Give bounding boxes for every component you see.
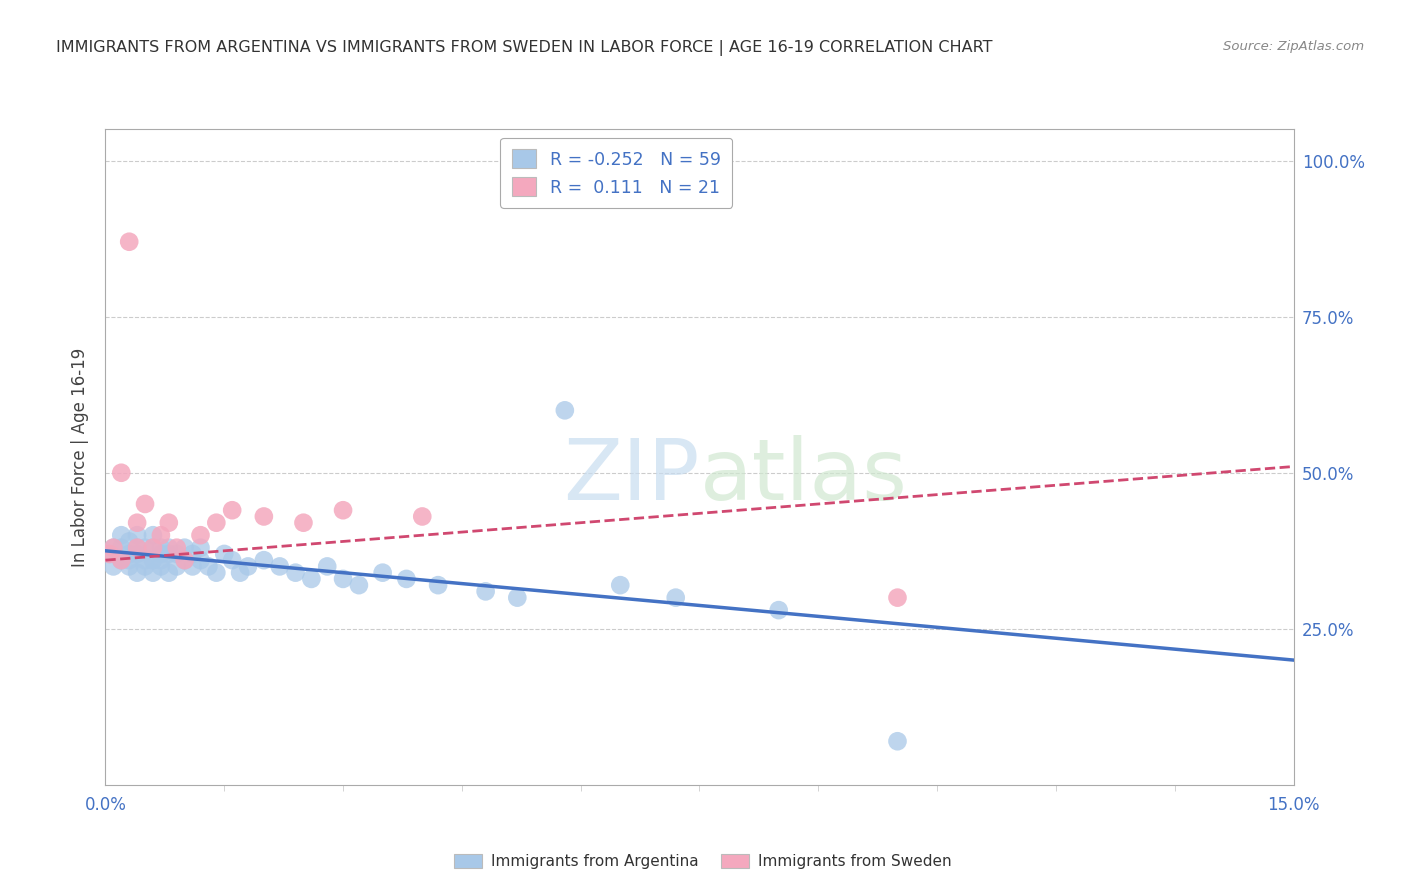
Point [173, 553, 195, 567]
Point [316, 559, 339, 574]
Point [98, 547, 121, 561]
Point [253, 509, 276, 524]
Point [127, 541, 149, 555]
Point [173, 553, 195, 567]
Text: Source: ZipAtlas.com: Source: ZipAtlas.com [1223, 40, 1364, 54]
Text: atlas: atlas [700, 435, 907, 518]
Point [181, 547, 204, 561]
Point [118, 553, 141, 567]
Point [110, 541, 132, 555]
Point [157, 541, 180, 555]
Point [157, 566, 180, 580]
Point [554, 403, 576, 417]
Point [332, 572, 354, 586]
Point [157, 547, 180, 561]
Point [214, 547, 236, 561]
Point [886, 591, 908, 605]
Text: IMMIGRANTS FROM ARGENTINA VS IMMIGRANTS FROM SWEDEN IN LABOR FORCE | AGE 16-19 C: IMMIGRANTS FROM ARGENTINA VS IMMIGRANTS … [56, 40, 993, 56]
Point [118, 547, 141, 561]
Point [205, 516, 228, 530]
Point [506, 591, 529, 605]
Point [371, 566, 394, 580]
Point [665, 591, 688, 605]
Point [149, 541, 172, 555]
Point [98, 547, 121, 561]
Point [395, 572, 418, 586]
Point [347, 578, 370, 592]
Point [149, 559, 172, 574]
Point [886, 734, 908, 748]
Point [427, 578, 450, 592]
Point [149, 553, 172, 567]
Point [221, 503, 243, 517]
Point [103, 559, 125, 574]
Point [142, 528, 165, 542]
Legend: R = -0.252   N = 59, R =  0.111   N = 21: R = -0.252 N = 59, R = 0.111 N = 21 [501, 138, 733, 208]
Point [127, 516, 149, 530]
Point [142, 541, 165, 555]
Point [269, 559, 291, 574]
Y-axis label: In Labor Force | Age 16-19: In Labor Force | Age 16-19 [70, 348, 89, 566]
Point [205, 566, 228, 580]
Point [134, 559, 156, 574]
Point [284, 566, 307, 580]
Point [118, 559, 141, 574]
Point [127, 528, 149, 542]
Point [236, 559, 259, 574]
Point [103, 541, 125, 555]
Point [149, 528, 172, 542]
Point [253, 553, 276, 567]
Point [609, 578, 631, 592]
Point [134, 553, 156, 567]
Point [292, 516, 315, 530]
Point [181, 559, 204, 574]
Point [110, 466, 132, 480]
Point [142, 566, 165, 580]
Point [127, 547, 149, 561]
Point [197, 559, 219, 574]
Point [118, 534, 141, 549]
Point [134, 541, 156, 555]
Point [190, 541, 212, 555]
Point [118, 235, 141, 249]
Point [142, 541, 165, 555]
Point [127, 541, 149, 555]
Point [110, 553, 132, 567]
Point [157, 516, 180, 530]
Point [768, 603, 790, 617]
Point [127, 566, 149, 580]
Point [474, 584, 496, 599]
Point [166, 541, 188, 555]
Point [166, 559, 188, 574]
Point [411, 509, 433, 524]
Point [221, 553, 243, 567]
Point [134, 497, 156, 511]
Point [190, 528, 212, 542]
Point [142, 553, 165, 567]
Point [110, 528, 132, 542]
Point [103, 541, 125, 555]
Point [229, 566, 252, 580]
Point [332, 503, 354, 517]
Text: ZIP: ZIP [562, 435, 700, 518]
Point [173, 541, 195, 555]
Point [166, 547, 188, 561]
Point [299, 572, 322, 586]
Point [110, 553, 132, 567]
Legend: Immigrants from Argentina, Immigrants from Sweden: Immigrants from Argentina, Immigrants fr… [449, 847, 957, 875]
Point [149, 547, 172, 561]
Point [190, 553, 212, 567]
